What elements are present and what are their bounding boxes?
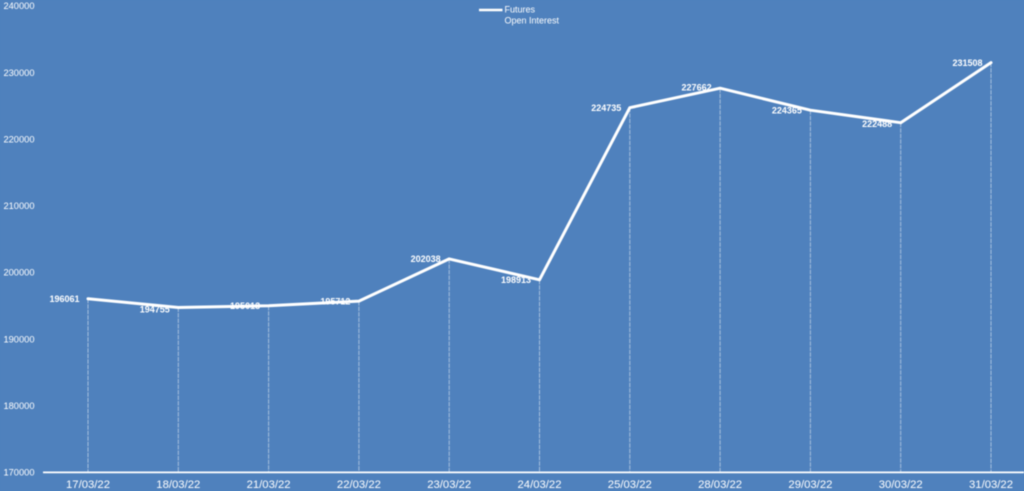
svg-text:22/03/22: 22/03/22 [337,479,381,491]
svg-text:170000: 170000 [3,468,34,478]
svg-text:18/03/22: 18/03/22 [156,479,200,491]
svg-text:29/03/22: 29/03/22 [788,479,832,491]
svg-text:25/03/22: 25/03/22 [608,479,652,491]
svg-text:31/03/22: 31/03/22 [969,479,1013,491]
svg-text:Open Interest: Open Interest [505,16,560,26]
svg-text:224365: 224365 [772,105,802,115]
svg-text:Futures: Futures [505,5,536,15]
svg-text:196061: 196061 [49,294,79,304]
svg-text:17/03/22: 17/03/22 [66,479,110,491]
svg-text:198913: 198913 [501,275,531,285]
svg-text:190000: 190000 [3,334,34,344]
svg-text:21/03/22: 21/03/22 [247,479,291,491]
svg-text:180000: 180000 [3,401,34,411]
svg-text:210000: 210000 [3,201,34,211]
svg-text:24/03/22: 24/03/22 [518,479,562,491]
svg-text:240000: 240000 [3,1,34,11]
svg-text:220000: 220000 [3,135,34,145]
svg-text:222488: 222488 [862,119,892,129]
svg-text:227662: 227662 [682,83,712,93]
svg-text:224735: 224735 [591,103,621,113]
svg-text:231508: 231508 [952,58,982,68]
svg-text:194755: 194755 [140,304,170,314]
svg-text:23/03/22: 23/03/22 [427,479,471,491]
svg-text:202038: 202038 [411,254,441,264]
svg-text:30/03/22: 30/03/22 [879,479,923,491]
svg-text:230000: 230000 [3,68,34,78]
svg-text:200000: 200000 [3,268,34,278]
svg-text:28/03/22: 28/03/22 [698,479,742,491]
